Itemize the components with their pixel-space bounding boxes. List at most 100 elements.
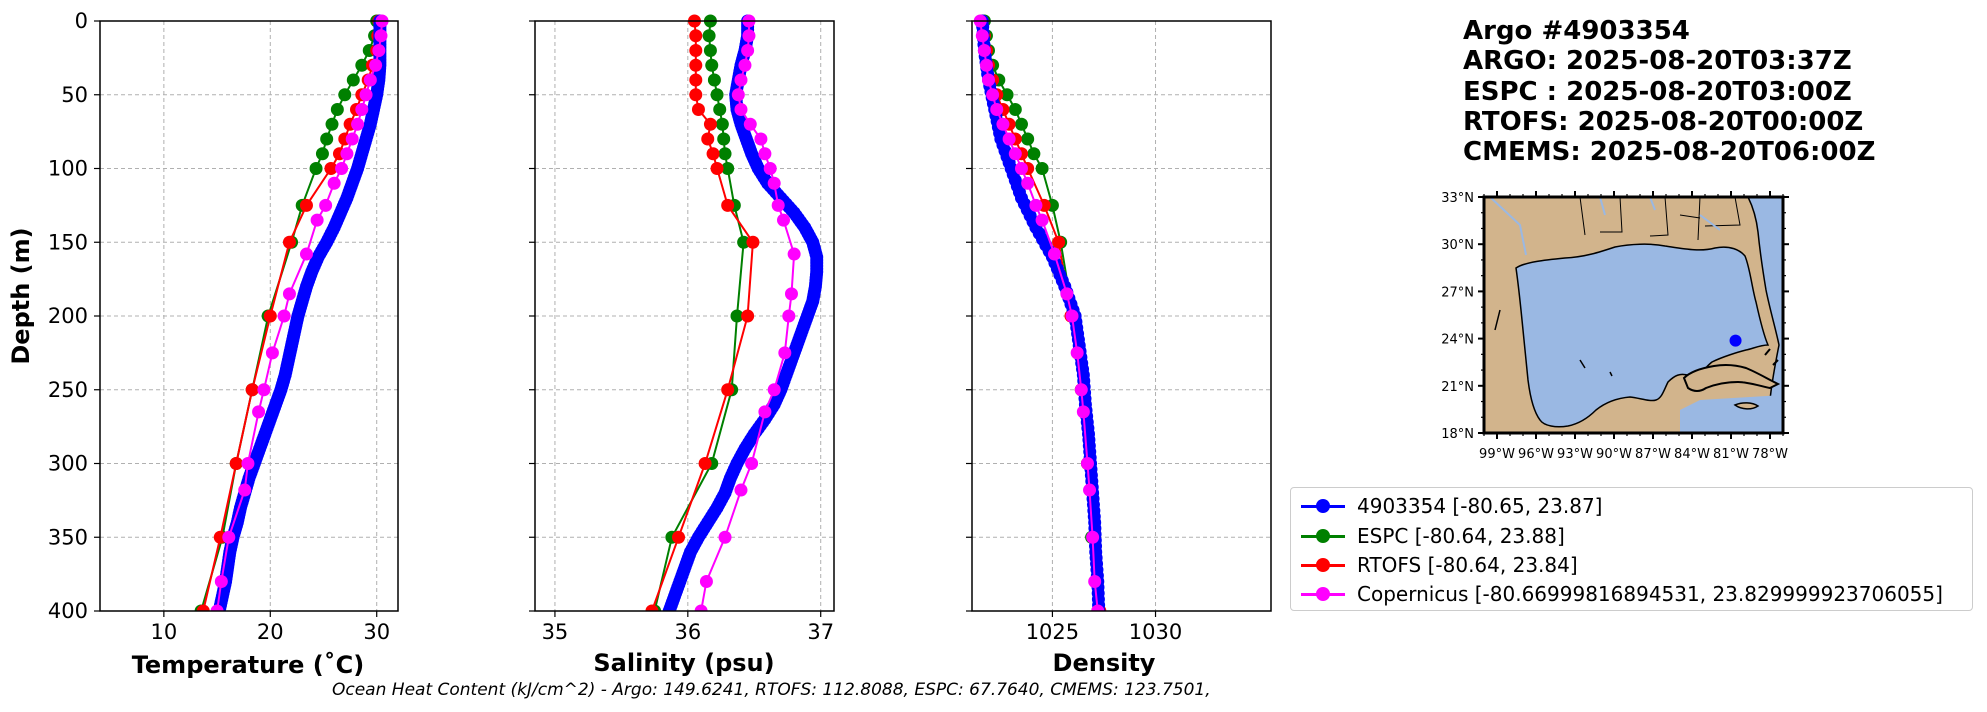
data-point-rtofs (1052, 235, 1066, 249)
data-point-rtofs (299, 198, 313, 212)
map-lon-label: 81°W (1713, 447, 1749, 462)
espc-timestamp: ESPC : 2025-08-20T03:00Z (1463, 77, 1852, 107)
data-point-cmems (1035, 213, 1049, 227)
data-point-rtofs (703, 117, 717, 131)
data-point-espc (320, 132, 334, 146)
data-point-cmems (319, 198, 333, 212)
y-tick-label: 200 (48, 304, 88, 328)
data-point-rtofs (229, 457, 243, 470)
data-point-rtofs (672, 530, 686, 544)
density-x-axis-label: Density (1053, 649, 1156, 677)
data-point-argo (662, 604, 676, 611)
y-tick-label: 150 (48, 230, 88, 254)
x-tick-label: 30 (363, 620, 390, 644)
data-point-cmems (977, 44, 991, 57)
data-point-cmems (741, 44, 755, 57)
series-group (973, 14, 1107, 611)
legend-swatch-copernicus (1299, 584, 1347, 604)
data-point-cmems (734, 103, 748, 116)
data-point-cmems (265, 346, 279, 360)
data-point-espc (717, 132, 731, 146)
data-point-cmems (771, 198, 785, 212)
rtofs-timestamp: RTOFS: 2025-08-20T00:00Z (1463, 107, 1864, 137)
mexico-coast-islands (1494, 309, 1613, 377)
x-tick-label: 20 (257, 620, 284, 644)
data-point-rtofs (645, 604, 659, 611)
legend-swatch-rtofs (1299, 555, 1347, 575)
data-point-cmems (758, 405, 772, 419)
data-point-espc (1035, 162, 1049, 175)
salinity-panel: 35 36 37 (529, 14, 835, 644)
data-point-cmems (1088, 575, 1102, 588)
data-point-cmems (327, 176, 341, 190)
data-point-cmems (372, 44, 386, 57)
data-point-cmems (777, 213, 791, 227)
data-point-cmems (257, 383, 271, 397)
data-point-cmems (754, 132, 768, 146)
series-group (645, 14, 824, 611)
map-ticks: 99°W 96°W 93°W 90°W 87°W 84°W 81°W 78°W 33°N 30°N… (1441, 191, 1789, 462)
y-tick-label: 50 (61, 83, 88, 107)
data-point-cmems (990, 103, 1004, 116)
jamaica-region (1733, 402, 1760, 410)
data-point-espc (315, 147, 329, 161)
data-point-cmems (738, 58, 752, 72)
data-point-rtofs (741, 309, 755, 323)
map-lat-label: 30°N (1441, 238, 1474, 253)
data-point-espc (325, 117, 339, 131)
bahamas (1764, 348, 1779, 366)
data-point-cmems (214, 575, 228, 588)
data-point-cmems (1076, 405, 1090, 419)
argo-float-location-marker (1729, 334, 1742, 347)
data-point-cmems (1065, 309, 1079, 323)
cmems-timestamp: CMEMS: 2025-08-20T06:00Z (1463, 137, 1876, 167)
cuba (1682, 363, 1781, 392)
y-tick-label: 300 (48, 452, 88, 476)
data-point-cmems (363, 73, 377, 87)
data-point-cmems (1014, 162, 1028, 175)
data-point-cmems (252, 405, 266, 419)
data-point-rtofs (689, 88, 703, 102)
data-point-rtofs (746, 235, 760, 249)
data-point-espc (338, 88, 352, 102)
data-point-cmems (986, 88, 1000, 102)
map-lon-label: 99°W (1479, 447, 1515, 462)
x-tick-label: 1025 (1026, 620, 1079, 644)
series-group (194, 14, 389, 611)
data-point-espc (702, 29, 716, 43)
data-point-cmems (1060, 287, 1074, 301)
map-lat-label: 24°N (1441, 333, 1474, 348)
data-point-rtofs (689, 58, 703, 72)
data-point-cmems (782, 309, 796, 323)
ocean-heat-content-footer: Ocean Heat Content (kJ/cm^2) - Argo: 149… (332, 680, 1211, 700)
data-point-espc (710, 88, 724, 102)
legend-swatch-argo (1299, 496, 1347, 516)
data-point-rtofs (691, 103, 705, 116)
map-lon-label: 93°W (1557, 447, 1593, 462)
data-point-cmems (742, 29, 756, 43)
legend-label-copernicus: Copernicus [-80.66999816894531, 23.82999… (1357, 582, 1943, 606)
data-point-cmems (299, 247, 313, 261)
data-point-cmems (763, 162, 777, 175)
x-tick-label: 36 (674, 620, 701, 644)
data-point-cmems (778, 346, 792, 360)
atlantic-water (1747, 197, 1783, 433)
data-point-cmems (1080, 457, 1094, 470)
data-point-espc (713, 103, 727, 116)
data-point-cmems (210, 604, 224, 611)
data-point-cmems (310, 213, 324, 227)
y-tick-label: 100 (48, 157, 88, 181)
data-point-rtofs (710, 162, 724, 175)
legend-item-argo: 4903354 [-80.65, 23.87] (1299, 492, 1602, 520)
y-tick-label: 350 (48, 525, 88, 549)
data-point-cmems (1086, 530, 1100, 544)
data-point-espc (355, 58, 369, 72)
map-lon-label: 90°W (1596, 447, 1632, 462)
data-point-espc (707, 73, 721, 87)
data-point-cmems (1002, 132, 1016, 146)
data-point-cmems (979, 58, 993, 72)
data-point-rtofs (324, 162, 338, 175)
data-point-rtofs (721, 198, 735, 212)
